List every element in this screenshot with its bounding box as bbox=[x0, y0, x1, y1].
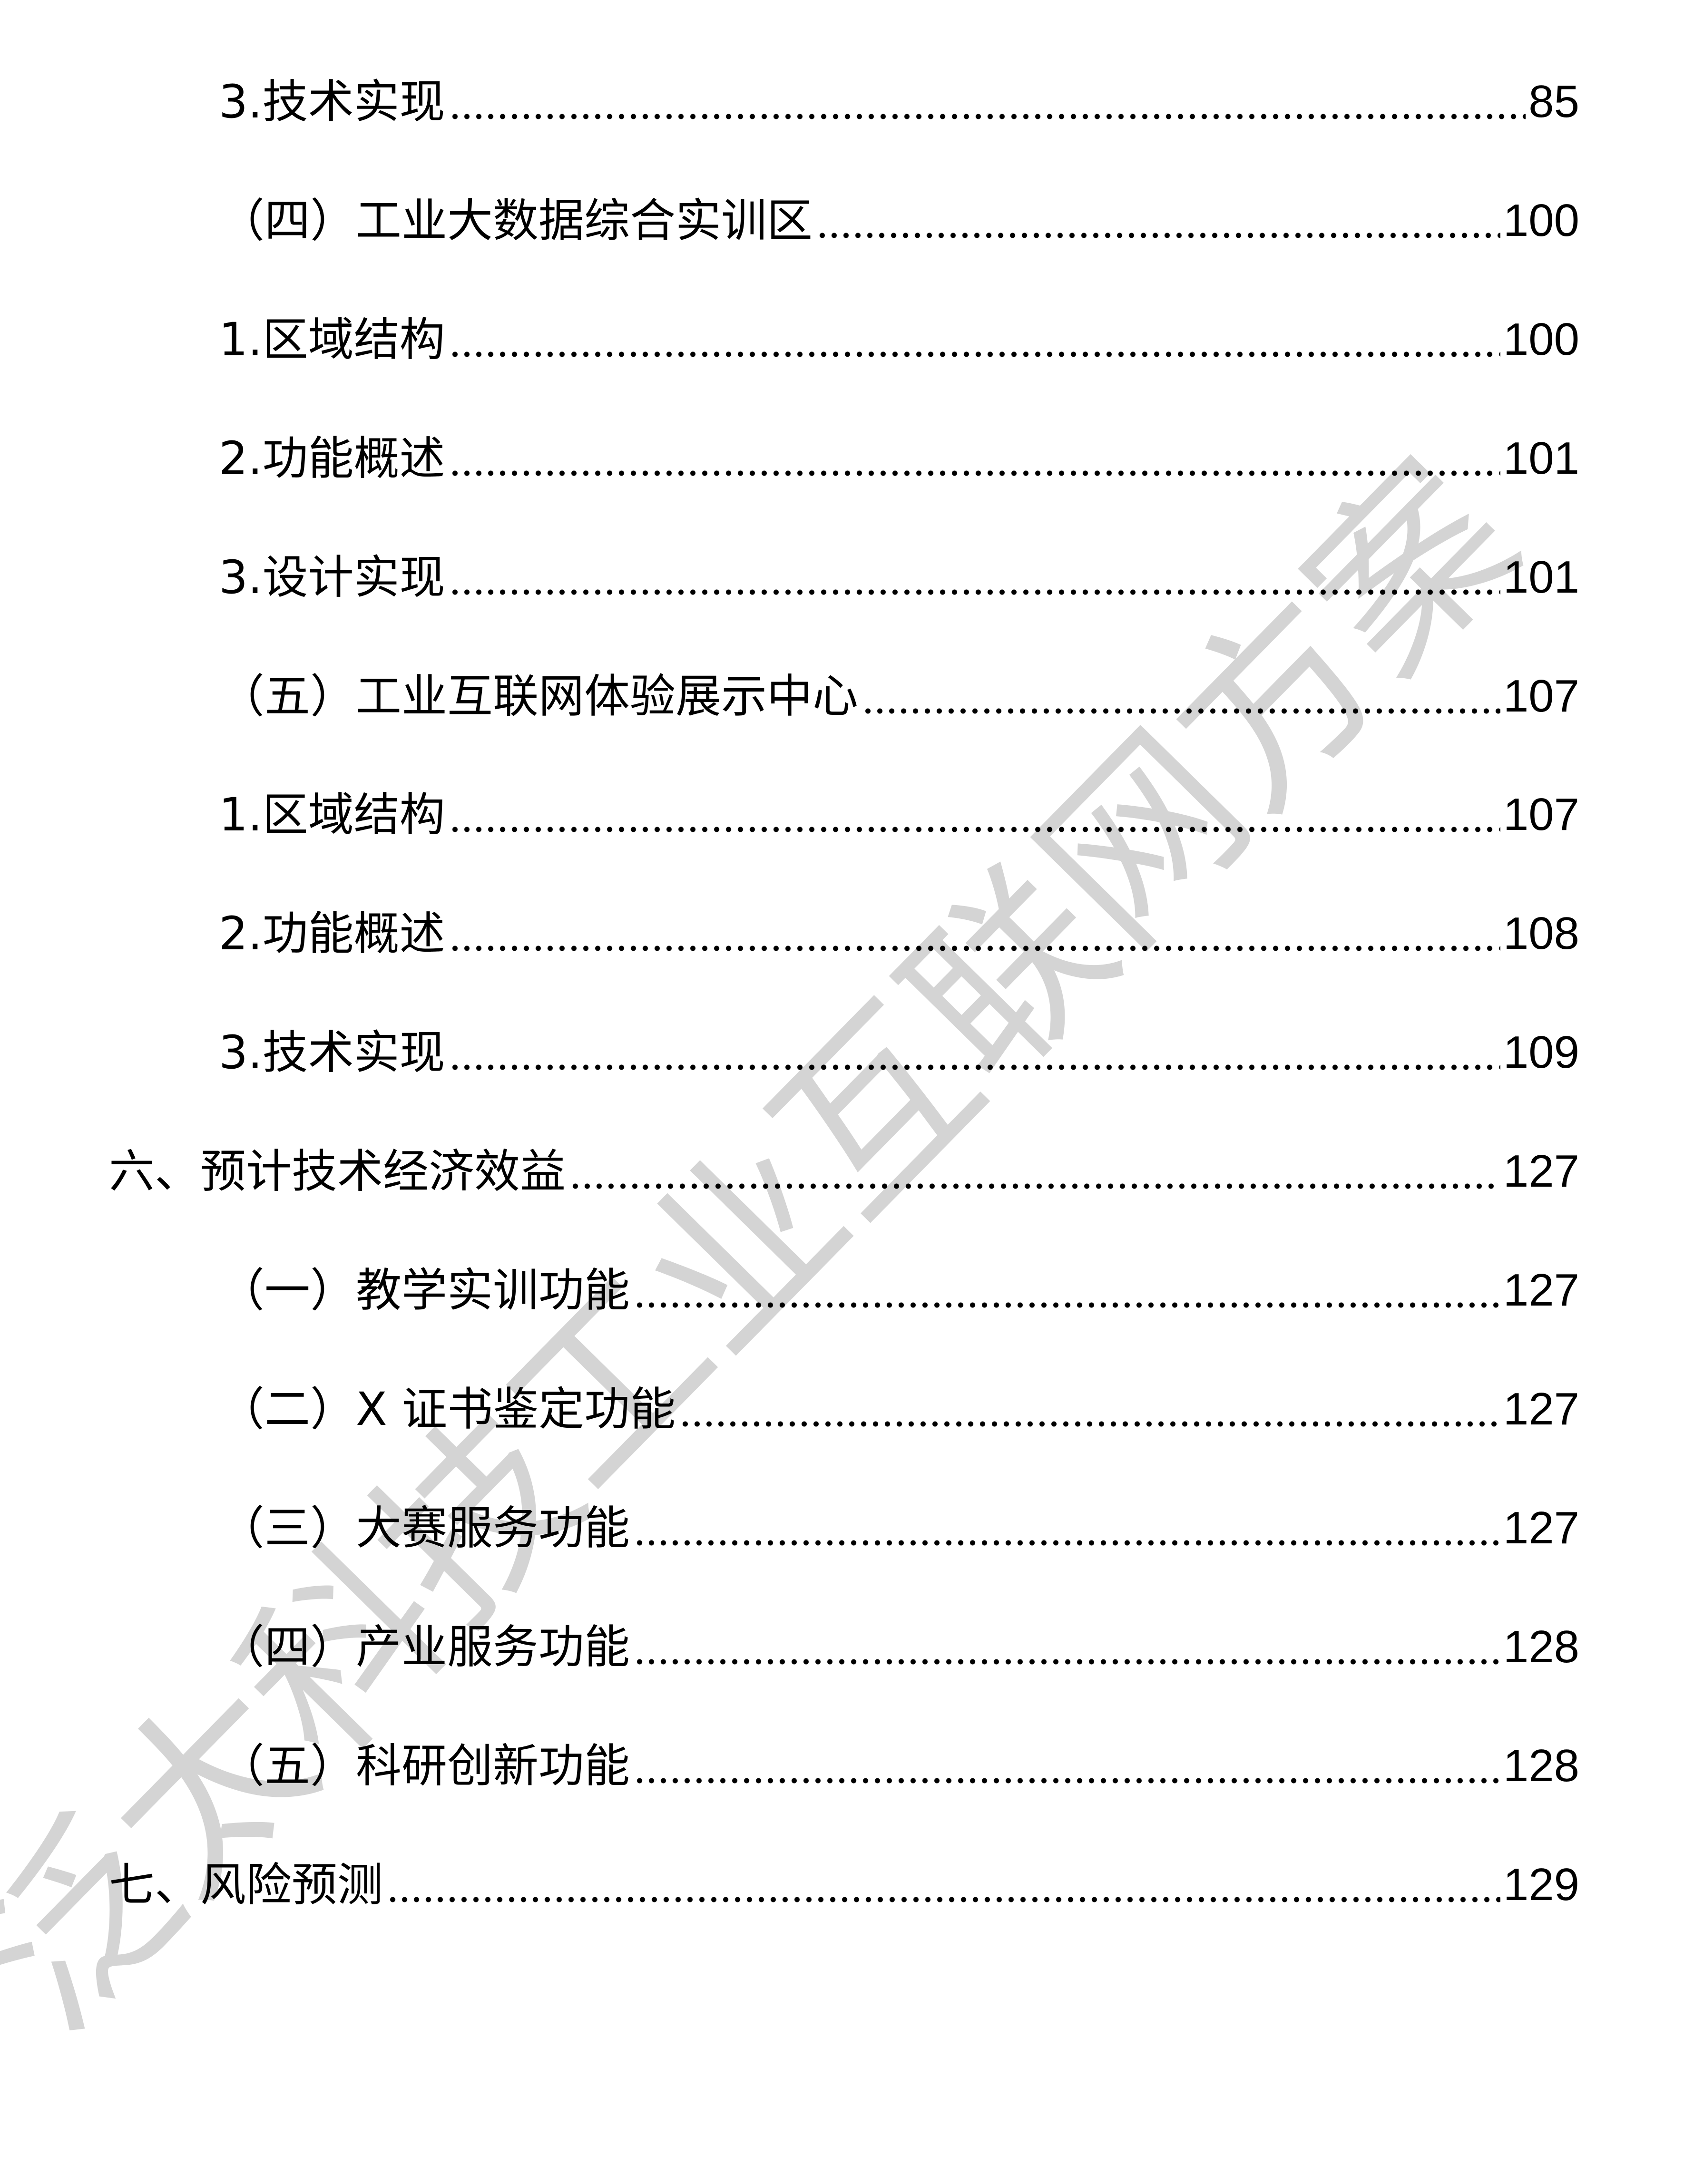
toc-entry[interactable]: 七、风险预测 129 bbox=[109, 1856, 1579, 1913]
dot-leader bbox=[387, 1896, 1500, 1903]
toc-entry[interactable]: 3.技术实现 85 bbox=[219, 73, 1579, 130]
dot-leader bbox=[449, 351, 1500, 358]
toc-entry-page: 100 bbox=[1503, 313, 1579, 365]
toc-entry-page: 107 bbox=[1503, 789, 1579, 840]
dot-leader bbox=[449, 588, 1500, 595]
toc-entry-title: （四）工业大数据综合实训区 bbox=[219, 194, 813, 247]
toc-entry[interactable]: （五）科研创新功能 128 bbox=[219, 1737, 1579, 1794]
toc-entry[interactable]: 1.区域结构 100 bbox=[219, 311, 1579, 368]
dot-leader bbox=[634, 1302, 1500, 1308]
dot-leader bbox=[634, 1777, 1500, 1784]
toc-entry-title: 六、预计技术经济效益 bbox=[109, 1145, 566, 1199]
toc-entry[interactable]: 六、预计技术经济效益 127 bbox=[109, 1143, 1579, 1200]
toc-entry[interactable]: 3.技术实现 109 bbox=[219, 1024, 1579, 1081]
toc-entry-title: 3.设计实现 bbox=[219, 550, 445, 604]
toc-entry-title: 2.功能概述 bbox=[219, 431, 445, 485]
toc-entry[interactable]: 3.设计实现 101 bbox=[219, 549, 1579, 606]
toc-entry-page: 109 bbox=[1503, 1027, 1579, 1078]
toc-entry-title: （五）科研创新功能 bbox=[219, 1739, 630, 1793]
toc-entry[interactable]: 2.功能概述 101 bbox=[219, 430, 1579, 487]
toc-entry[interactable]: 2.功能概述 108 bbox=[219, 905, 1579, 962]
dot-leader bbox=[449, 826, 1500, 833]
dot-leader bbox=[449, 469, 1500, 477]
dot-leader bbox=[449, 113, 1526, 120]
toc-entry-title: 3.技术实现 bbox=[219, 75, 445, 128]
toc-entry-title: （五）工业互联网体验展示中心 bbox=[219, 669, 858, 723]
toc-entry[interactable]: （四）工业大数据综合实训区 100 bbox=[219, 192, 1579, 249]
toc-entry-page: 127 bbox=[1503, 1383, 1579, 1434]
toc-entry-title: （三）大赛服务功能 bbox=[219, 1501, 630, 1555]
dot-leader bbox=[816, 232, 1500, 239]
toc-entry[interactable]: （三）大赛服务功能 127 bbox=[219, 1500, 1579, 1557]
toc-entry[interactable]: （一）教学实训功能 127 bbox=[219, 1262, 1579, 1319]
toc-entry-page: 107 bbox=[1503, 670, 1579, 722]
toc-entry-page: 100 bbox=[1503, 195, 1579, 246]
toc-entry-page: 101 bbox=[1503, 432, 1579, 484]
toc-entry[interactable]: （五）工业互联网体验展示中心 107 bbox=[219, 668, 1579, 725]
toc-entry-page: 128 bbox=[1503, 1621, 1579, 1672]
dot-leader bbox=[449, 945, 1500, 952]
dot-leader bbox=[449, 1064, 1500, 1071]
toc-entry-page: 127 bbox=[1503, 1502, 1579, 1553]
toc-entry-title: 1.区域结构 bbox=[219, 788, 445, 842]
toc-entry-title: （四）产业服务功能 bbox=[219, 1620, 630, 1674]
toc-entry-title: （一）教学实训功能 bbox=[219, 1264, 630, 1317]
toc-entry-title: （二）X 证书鉴定功能 bbox=[219, 1382, 676, 1436]
toc-entry-title: 七、风险预测 bbox=[109, 1858, 383, 1911]
toc-entry[interactable]: （二）X 证书鉴定功能 127 bbox=[219, 1381, 1579, 1438]
dot-leader bbox=[634, 1658, 1500, 1665]
toc-entry-page: 127 bbox=[1503, 1265, 1579, 1316]
toc-entry-title: 1.区域结构 bbox=[219, 312, 445, 366]
toc-entry-page: 129 bbox=[1503, 1859, 1579, 1910]
toc-entry-page: 128 bbox=[1503, 1740, 1579, 1791]
toc-entry-page: 85 bbox=[1528, 76, 1579, 127]
dot-leader bbox=[634, 1539, 1500, 1546]
dot-leader bbox=[862, 707, 1500, 714]
dot-leader bbox=[569, 1183, 1500, 1190]
toc-entry-page: 127 bbox=[1503, 1146, 1579, 1197]
toc-entry-title: 2.功能概述 bbox=[219, 907, 445, 961]
dot-leader bbox=[679, 1420, 1500, 1427]
toc-entry-page: 101 bbox=[1503, 551, 1579, 603]
toc-entry[interactable]: 1.区域结构 107 bbox=[219, 786, 1579, 843]
toc-entry-page: 108 bbox=[1503, 908, 1579, 959]
toc-entry-title: 3.技术实现 bbox=[219, 1026, 445, 1080]
toc-entry[interactable]: （四）产业服务功能 128 bbox=[219, 1618, 1579, 1676]
